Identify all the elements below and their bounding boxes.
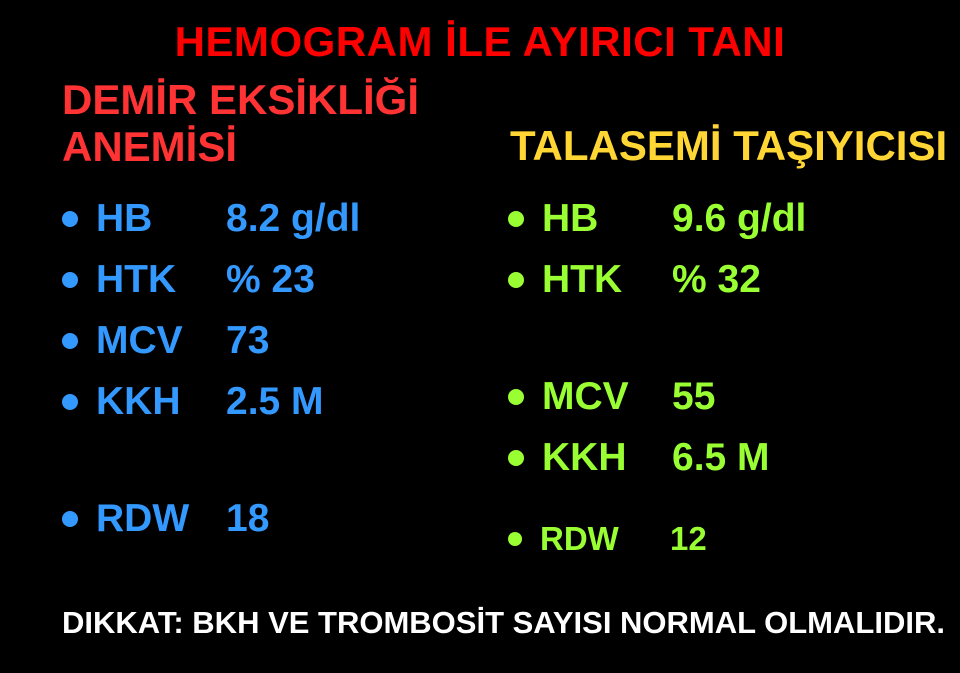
bullet-icon — [508, 211, 524, 227]
list-item: MCV 55 — [508, 366, 806, 427]
left-list: HB 8.2 g/dl HTK % 23 MCV 73 KKH 2.5 M RD… — [62, 188, 360, 549]
bullet-icon — [508, 532, 522, 546]
bullet-icon — [62, 394, 78, 410]
slide-title: HEMOGRAM İLE AYIRICI TANI — [0, 18, 960, 66]
item-label: RDW — [540, 520, 670, 558]
list-gap — [508, 310, 806, 366]
item-value: % 23 — [226, 258, 315, 302]
item-value: 18 — [226, 497, 269, 541]
item-label: MCV — [96, 319, 226, 363]
list-item: HTK % 32 — [508, 249, 806, 310]
item-value: 8.2 g/dl — [226, 197, 360, 241]
item-label: HB — [542, 197, 672, 241]
item-value: 2.5 M — [226, 380, 324, 424]
footer-note: DIKKAT: BKH VE TROMBOSİT SAYISI NORMAL O… — [62, 605, 945, 641]
list-gap — [62, 432, 360, 488]
item-label: KKH — [96, 380, 226, 424]
item-value: 73 — [226, 319, 269, 363]
list-item: KKH 2.5 M — [62, 371, 360, 432]
list-item: KKH 6.5 M — [508, 427, 806, 488]
item-value: 6.5 M — [672, 436, 770, 480]
left-header-line1: DEMİR EKSİKLİĞİ — [62, 76, 419, 123]
list-item: HTK % 23 — [62, 249, 360, 310]
item-value: 9.6 g/dl — [672, 197, 806, 241]
item-value: % 32 — [672, 258, 761, 302]
bullet-icon — [62, 272, 78, 288]
item-label: KKH — [542, 436, 672, 480]
list-item: HB 9.6 g/dl — [508, 188, 806, 249]
list-item: RDW 12 — [508, 514, 806, 564]
list-gap — [508, 488, 806, 514]
item-label: RDW — [96, 497, 226, 541]
bullet-icon — [508, 389, 524, 405]
slide: HEMOGRAM İLE AYIRICI TANI DEMİR EKSİKLİĞ… — [0, 0, 960, 673]
bullet-icon — [62, 333, 78, 349]
item-value: 55 — [672, 375, 715, 419]
left-header: DEMİR EKSİKLİĞİ ANEMİSİ — [62, 76, 419, 170]
right-header: TALASEMİ TAŞIYICISI — [510, 122, 947, 170]
item-label: MCV — [542, 375, 672, 419]
list-item: MCV 73 — [62, 310, 360, 371]
item-label: HTK — [96, 258, 226, 302]
left-header-line2: ANEMİSİ — [62, 123, 237, 170]
bullet-icon — [62, 511, 78, 527]
bullet-icon — [508, 450, 524, 466]
right-list: HB 9.6 g/dl HTK % 32 MCV 55 KKH 6.5 M RD… — [508, 188, 806, 564]
item-value: 12 — [670, 520, 707, 558]
bullet-icon — [508, 272, 524, 288]
list-item: HB 8.2 g/dl — [62, 188, 360, 249]
bullet-icon — [62, 211, 78, 227]
item-label: HB — [96, 197, 226, 241]
item-label: HTK — [542, 258, 672, 302]
list-item: RDW 18 — [62, 488, 360, 549]
